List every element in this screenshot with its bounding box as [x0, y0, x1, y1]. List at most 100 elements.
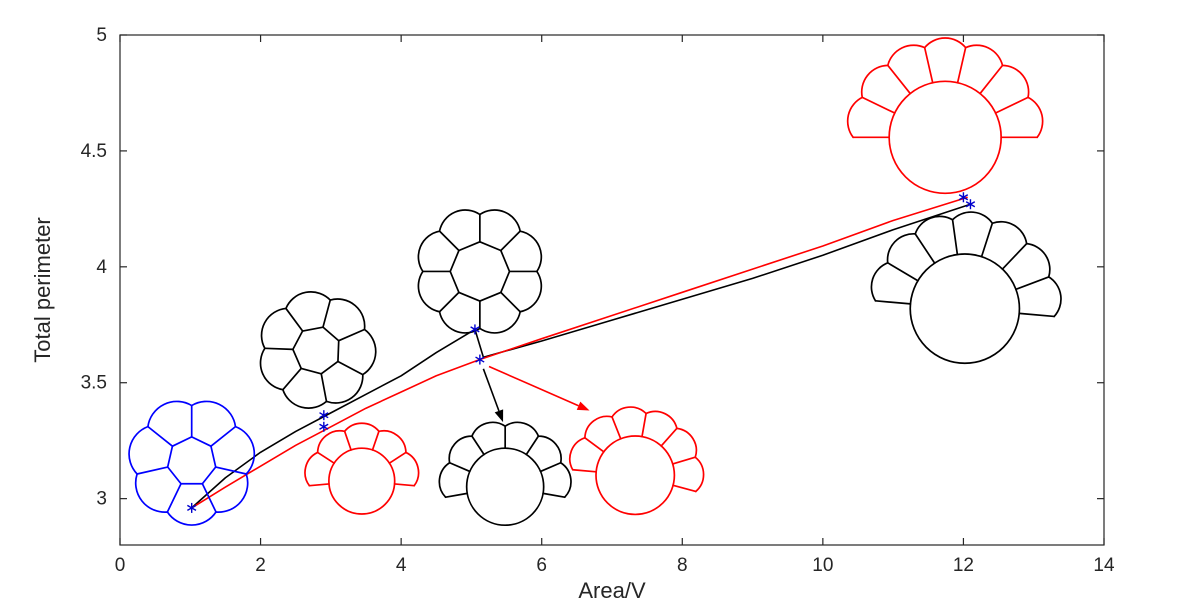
blue-flower-cluster-cell-wall: [147, 425, 174, 448]
black-large-cluster-cell-wall: [1018, 312, 1056, 318]
red-cap-cluster-cell-wall: [584, 436, 605, 453]
red-small-cap-cluster-cell-wall: [393, 483, 416, 487]
red-cap-cluster-cap-boundary: [568, 406, 705, 493]
black-large-cluster-cell-wall: [914, 233, 936, 264]
black-cap-cluster-cell-wall: [448, 461, 471, 473]
black-large-cluster-cell-wall: [886, 261, 919, 282]
red-small-cap-cluster-cell-wall: [371, 430, 380, 451]
chart-generated-content: 0 2 4 6 8 10 12 14 3 3.5 4 4.5 5: [81, 25, 1115, 576]
black-flower-cluster-cell-wall: [337, 328, 366, 342]
asterisk-stroke: [965, 201, 976, 208]
black-ring-cluster: [417, 209, 543, 334]
black-cap-cluster-cell-wall: [539, 461, 562, 473]
y-axis-label: Total perimeter: [30, 217, 55, 363]
red-arrow: [488, 365, 590, 411]
red-small-cap-cluster-cell-wall: [308, 483, 330, 487]
black-large-cluster-cell-wall: [1001, 242, 1028, 270]
asterisk-marker: [475, 354, 485, 365]
black-flower-cluster-cell-wall: [285, 307, 304, 332]
black-flower-cluster-outer-boundary: [259, 291, 377, 409]
y-tick-label: 4.5: [81, 141, 107, 162]
asterisk-stroke: [319, 412, 329, 419]
black-flower-cluster-cell-wall: [337, 360, 364, 376]
black-ring-cluster-cell-wall: [438, 230, 460, 252]
asterisk-stroke: [958, 194, 969, 201]
red-arrow-head: [576, 401, 590, 411]
red-cap-cluster-cell-wall: [611, 416, 622, 440]
red-large-cluster: [846, 37, 1044, 195]
red-cap-cluster-cell-wall: [671, 456, 697, 465]
blue-flower-cluster-central-cell: [166, 436, 217, 485]
black-cap-cluster-cell-wall: [471, 435, 485, 456]
red-small-cap-cluster-cap-boundary: [304, 422, 420, 487]
asterisk-stroke: [470, 326, 480, 333]
black-large-cluster-cell-wall: [1015, 276, 1050, 291]
black-cap-cluster: [438, 421, 572, 527]
red-large-cluster-cell-wall: [886, 64, 912, 95]
red-large-cluster-cell-wall: [923, 46, 934, 84]
black-large-cluster-cell-wall: [980, 222, 994, 258]
asterisk-marker: [470, 324, 480, 335]
red-cap-cluster-large-cell: [595, 435, 676, 516]
red-cap-cluster-cell-wall: [672, 484, 697, 493]
asterisk-stroke: [187, 504, 197, 512]
red-large-cluster-cell-wall: [956, 46, 967, 84]
black-cap-cluster-cell-wall: [525, 435, 540, 456]
red-large-cluster-cell-wall: [994, 96, 1029, 114]
black-cap-cluster-cell-wall: [542, 492, 566, 499]
x-tick-label: 10: [812, 555, 833, 576]
blue-flower-cluster-outer-boundary: [128, 400, 256, 526]
red-cap-cluster-cell-wall: [571, 468, 597, 473]
asterisk-marker: [965, 199, 976, 210]
red-large-cluster-cap-boundary: [846, 37, 1044, 139]
x-tick-label: 0: [115, 555, 126, 576]
black-arrow-head: [494, 409, 504, 423]
red-small-cap-cluster-cell-wall: [388, 451, 407, 465]
blue-flower-cluster-cell-wall: [136, 466, 169, 475]
black-large-cluster: [870, 211, 1062, 365]
red-large-cluster-cell-wall: [979, 64, 1004, 95]
x-tick-label: 8: [677, 555, 688, 576]
asterisk-marker: [187, 502, 197, 513]
red-small-cap-cluster: [304, 422, 420, 515]
black-arrow-shaft: [482, 368, 500, 412]
asterisk-stroke: [319, 423, 329, 430]
red-small-cap-cluster-cell-wall: [316, 451, 336, 465]
black-large-cluster-cell-wall: [874, 299, 912, 305]
black-flower-cluster-central-cell: [292, 326, 340, 375]
red-small-cap-cluster-large-cell: [328, 447, 396, 515]
black-flower-cluster-cell-wall: [282, 367, 303, 391]
x-tick-label: 2: [255, 555, 266, 576]
black-branch-curve: [191, 203, 971, 509]
black-flower-cluster: [259, 291, 377, 409]
x-axis-label: Area/V: [578, 578, 646, 603]
y-tick-label: 4: [96, 257, 107, 278]
black-ring-cluster-cell-wall: [499, 230, 522, 252]
red-cap-cluster-cell-wall: [660, 427, 678, 447]
blue-flower-cluster: [128, 400, 256, 526]
black-flower-cluster-cell-wall: [320, 372, 328, 403]
red-branch-curve: [191, 196, 968, 509]
y-tick-label: 5: [96, 25, 107, 46]
black-cap-cluster-large-cell: [465, 447, 545, 527]
asterisk-marker: [319, 410, 329, 421]
y-tick-label: 3.5: [81, 373, 107, 394]
x-tick-label: 14: [1093, 555, 1115, 576]
black-large-cluster-cap-boundary: [870, 211, 1062, 318]
black-cap-cluster-cell-wall: [444, 492, 469, 499]
asterisk-marker: [958, 192, 969, 203]
black-ring-cluster-cell-wall: [499, 291, 522, 313]
red-cap-cluster-cell-wall: [641, 412, 647, 438]
x-tick-label: 4: [396, 555, 407, 576]
y-tick-label: 3: [96, 489, 107, 510]
red-small-cap-cluster-cell-wall: [343, 430, 352, 451]
x-tick-label: 6: [536, 555, 547, 576]
axes-box: [119, 34, 1105, 546]
blue-flower-cluster-cell-wall: [210, 425, 237, 448]
black-flower-cluster-cell-wall: [263, 347, 294, 351]
blue-flower-cluster-cell-wall: [166, 482, 182, 513]
red-large-cluster-cell-wall: [861, 96, 896, 114]
black-ring-cluster-cell-wall: [438, 291, 460, 313]
